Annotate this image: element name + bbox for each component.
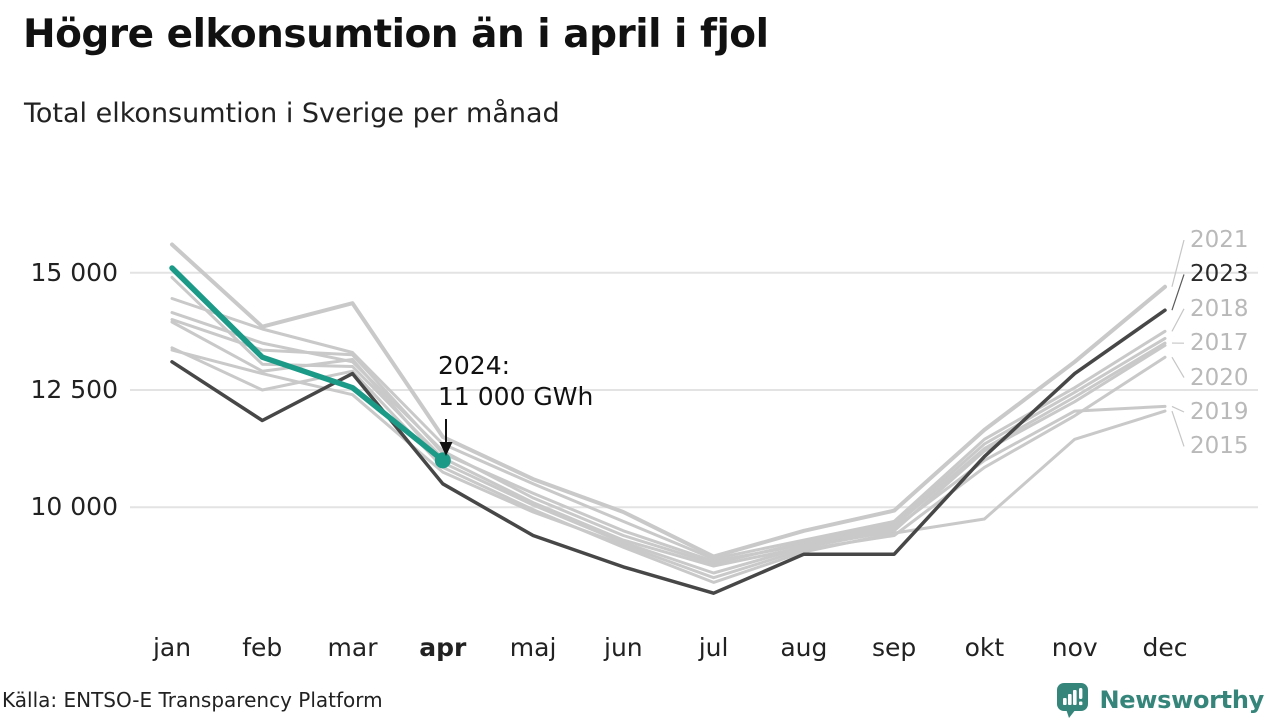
newsworthy-badge-icon	[1057, 683, 1089, 718]
series-line-2017	[170, 318, 1167, 563]
x-tick-dec: dec	[1142, 633, 1188, 662]
series-line-2016	[170, 311, 1167, 566]
annotation-line2: 11 000 GWh	[438, 382, 594, 411]
annotation-arrow	[439, 442, 453, 456]
series-line-2021	[170, 242, 1167, 559]
x-tick-aug: aug	[780, 633, 828, 662]
highlight-dot-2024-apr	[434, 452, 451, 469]
x-tick-mar: mar	[327, 633, 378, 662]
series-line-2018	[170, 297, 1167, 561]
x-tick-maj: maj	[509, 633, 557, 662]
y-tick-15000: 15 000	[30, 257, 118, 287]
chart-subtitle: Total elkonsumtion i Sverige per månad	[24, 98, 560, 129]
x-tick-jun: jun	[604, 633, 643, 662]
y-tick-10000: 10 000	[30, 492, 118, 522]
series-line-2024	[169, 265, 446, 464]
series-label-2018: 2018	[1190, 295, 1249, 322]
x-tick-sep: sep	[872, 633, 917, 662]
series-line-2015	[170, 346, 1167, 584]
x-tick-jul: jul	[698, 633, 729, 662]
page-title: Högre elkonsumtion än i april i fjol	[23, 12, 769, 57]
x-tick-apr: apr	[419, 633, 467, 662]
series-line-2020	[170, 348, 1167, 580]
series-label-2021: 2021	[1190, 227, 1249, 253]
x-tick-jan: jan	[152, 633, 192, 662]
series-label-2019: 2019	[1190, 399, 1249, 425]
annotation-line1: 2024:	[438, 351, 511, 380]
x-tick-feb: feb	[242, 633, 283, 662]
y-tick-12500: 12 500	[30, 375, 118, 404]
series-label-2023: 2023	[1190, 261, 1249, 288]
series-label-2015: 2015	[1190, 433, 1249, 460]
series-label-2017: 2017	[1190, 330, 1249, 357]
x-tick-okt: okt	[964, 633, 1005, 662]
x-tick-nov: nov	[1051, 633, 1098, 662]
series-label-2020: 2020	[1190, 364, 1249, 391]
newsworthy-logo: Newsworthy	[1055, 681, 1264, 719]
newsworthy-logo-text: Newsworthy	[1099, 686, 1264, 714]
series-line-2019	[170, 320, 1167, 575]
source-caption: Källa: ENTSO-E Transparency Platform	[2, 688, 383, 712]
annotation-2024: 2024: 11 000 GWh	[438, 350, 593, 412]
